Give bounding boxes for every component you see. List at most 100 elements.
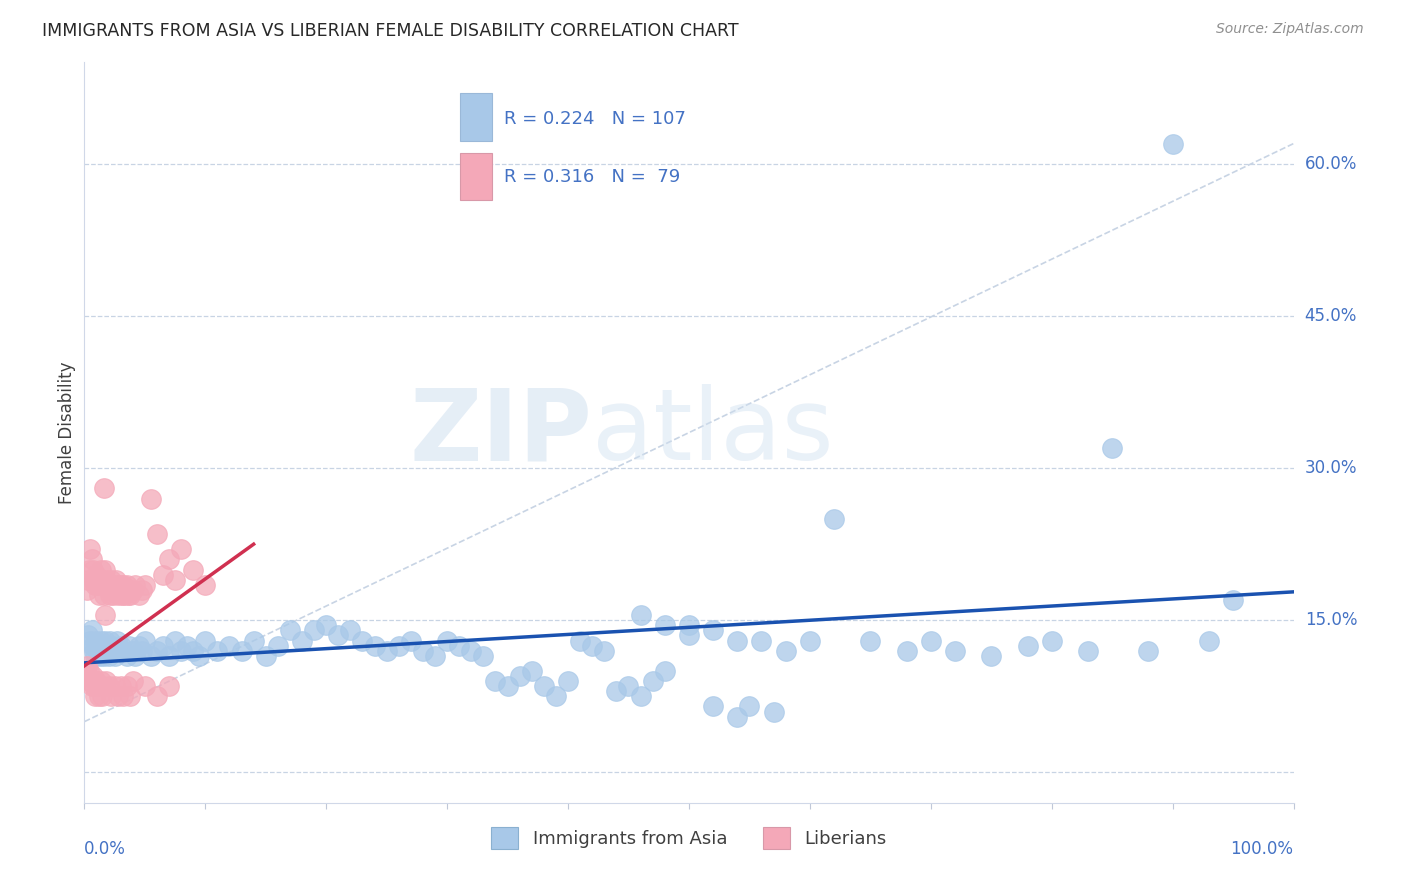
Point	[100, 690, 122, 704]
Point	[96, 643, 118, 657]
Text: Source: ZipAtlas.com: Source: ZipAtlas.com	[1216, 22, 1364, 37]
Text: IMMIGRANTS FROM ASIA VS LIBERIAN FEMALE DISABILITY CORRELATION CHART: IMMIGRANTS FROM ASIA VS LIBERIAN FEMALE …	[42, 22, 738, 40]
Point	[654, 664, 676, 678]
Point	[124, 648, 146, 663]
Point	[533, 679, 555, 693]
Point	[605, 684, 627, 698]
Point	[412, 643, 434, 657]
Point	[375, 643, 398, 657]
Point	[231, 643, 253, 657]
Point	[77, 669, 100, 683]
Point	[363, 639, 385, 653]
Point	[569, 633, 592, 648]
Point	[96, 578, 118, 592]
Point	[101, 639, 124, 653]
Point	[124, 578, 146, 592]
Point	[112, 690, 135, 704]
Point	[152, 567, 174, 582]
Point	[194, 578, 217, 592]
Point	[107, 643, 129, 657]
Point	[436, 633, 458, 648]
Point	[89, 573, 111, 587]
Point	[980, 648, 1002, 663]
Point	[115, 578, 138, 592]
Point	[91, 690, 114, 704]
Point	[111, 588, 134, 602]
Point	[112, 578, 135, 592]
Point	[86, 674, 108, 689]
Point	[86, 643, 108, 657]
Point	[91, 578, 114, 592]
Point	[134, 679, 156, 693]
Point	[114, 582, 136, 597]
Point	[121, 582, 143, 597]
Point	[86, 679, 108, 693]
Point	[121, 643, 143, 657]
Point	[176, 639, 198, 653]
Point	[100, 573, 122, 587]
Point	[165, 633, 187, 648]
Point	[520, 664, 543, 678]
Point	[77, 664, 100, 678]
Point	[896, 643, 918, 657]
Point	[77, 573, 100, 587]
Point	[76, 659, 98, 673]
Point	[278, 624, 301, 638]
Point	[84, 690, 107, 704]
Point	[110, 639, 132, 653]
Point	[76, 582, 98, 597]
Point	[97, 582, 120, 597]
Point	[146, 690, 169, 704]
Point	[544, 690, 567, 704]
Point	[678, 618, 700, 632]
Point	[484, 674, 506, 689]
Point	[702, 699, 724, 714]
Point	[82, 669, 104, 683]
Point	[80, 679, 103, 693]
Point	[1101, 441, 1123, 455]
Point	[725, 633, 748, 648]
Point	[170, 542, 193, 557]
Point	[89, 648, 111, 663]
Point	[83, 679, 105, 693]
Point	[170, 643, 193, 657]
Point	[496, 679, 519, 693]
Text: atlas: atlas	[592, 384, 834, 481]
Point	[254, 648, 277, 663]
Point	[94, 674, 117, 689]
Point	[115, 679, 138, 693]
Point	[77, 628, 100, 642]
Point	[423, 648, 446, 663]
Point	[157, 648, 180, 663]
Point	[94, 633, 117, 648]
Point	[859, 633, 882, 648]
Point	[678, 628, 700, 642]
Point	[725, 709, 748, 723]
Point	[110, 578, 132, 592]
Point	[242, 633, 264, 648]
Point	[131, 643, 153, 657]
Point	[799, 633, 821, 648]
Text: 45.0%: 45.0%	[1305, 307, 1357, 325]
Point	[86, 633, 108, 648]
Point	[104, 648, 127, 663]
Point	[83, 643, 105, 657]
Point	[91, 643, 114, 657]
Point	[84, 648, 107, 663]
Point	[654, 618, 676, 632]
Point	[94, 562, 117, 576]
Point	[80, 552, 103, 566]
Point	[1137, 643, 1160, 657]
Point	[1222, 593, 1244, 607]
Point	[738, 699, 761, 714]
Point	[79, 674, 101, 689]
Point	[630, 608, 652, 623]
Point	[94, 608, 117, 623]
Point	[134, 578, 156, 592]
Point	[762, 705, 785, 719]
Point	[94, 573, 117, 587]
Point	[509, 669, 531, 683]
Text: ZIP: ZIP	[409, 384, 592, 481]
Y-axis label: Female Disability: Female Disability	[58, 361, 76, 504]
Point	[557, 674, 579, 689]
